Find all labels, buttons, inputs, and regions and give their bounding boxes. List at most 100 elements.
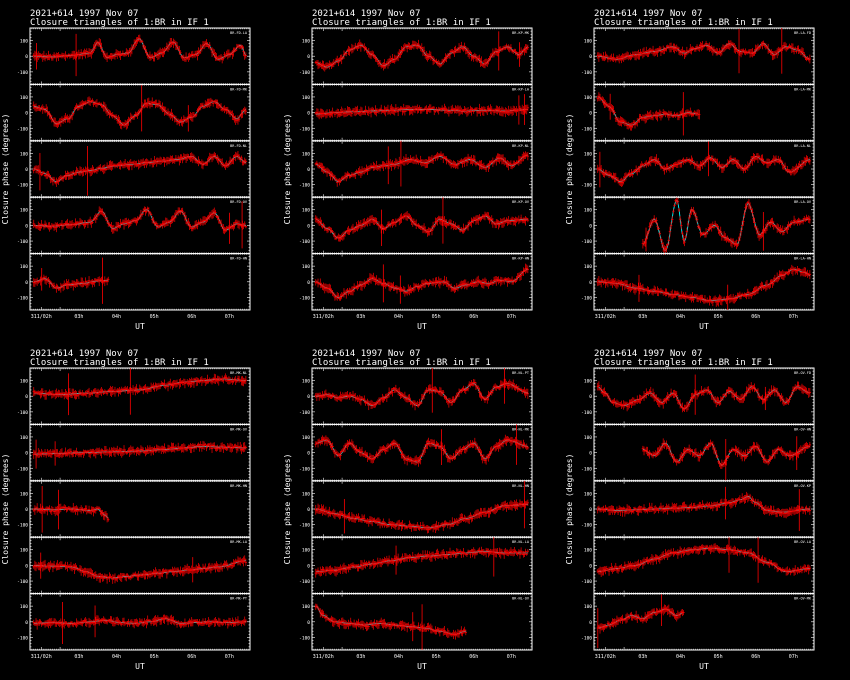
triangle-label: BR-LA-NL xyxy=(794,144,811,148)
data-points xyxy=(596,141,812,188)
y-tick-label: 100 xyxy=(584,435,592,441)
triangle-panel: -100 0 100 BR-LA-HN xyxy=(581,253,815,311)
data-points xyxy=(596,537,812,583)
data-points xyxy=(596,264,812,310)
y-tick-label: 0 xyxy=(25,394,28,400)
y-tick-label: 0 xyxy=(25,451,28,457)
y-axis-label: Closure phase (degrees) xyxy=(283,114,292,225)
triangle-panel: -100 0 100 BR-NL-LA xyxy=(299,536,533,595)
y-tick-label: 0 xyxy=(589,451,592,457)
triangle-label: BR-KP-LA xyxy=(512,87,530,91)
triangle-label: BR-FD-OV xyxy=(230,200,248,204)
data-points xyxy=(32,368,248,416)
y-tick-label: -100 xyxy=(17,126,28,132)
data-points xyxy=(314,368,530,413)
plot-header-source: 2021+614 1997 Nov 07 xyxy=(594,349,702,359)
x-axis-label: UT xyxy=(135,662,145,671)
model-curve xyxy=(642,199,810,252)
x-tick-label: 06h xyxy=(187,314,196,320)
data-points xyxy=(32,602,248,644)
data-points xyxy=(596,28,812,74)
y-axis-label: Closure phase (degrees) xyxy=(1,114,10,225)
triangle-label: BR-OV-FD xyxy=(794,371,811,375)
y-tick-label: -100 xyxy=(299,523,310,529)
x-tick-label: 311/02h xyxy=(595,654,616,660)
x-axis-label: UT xyxy=(417,662,427,671)
y-tick-label: -100 xyxy=(581,579,592,585)
panel-frame xyxy=(593,196,815,255)
y-tick-label: 100 xyxy=(302,435,310,441)
plot-header-title: Closure triangles of 1:BR in IF 1 xyxy=(594,18,773,28)
data-points xyxy=(314,197,530,247)
triangle-panel: -100 0 100 BR-NL-OV xyxy=(299,593,533,651)
y-tick-label: 100 xyxy=(584,491,592,497)
plot-header-source: 2021+614 1997 Nov 07 xyxy=(312,9,420,19)
x-tick-label: 05h xyxy=(150,314,159,320)
y-tick-label: 100 xyxy=(584,151,592,157)
data-points xyxy=(32,486,110,533)
x-tick-label: 05h xyxy=(432,314,441,320)
y-tick-label: -100 xyxy=(17,70,28,76)
y-tick-label: 100 xyxy=(584,604,592,610)
data-points xyxy=(314,480,530,534)
y-tick-label: -100 xyxy=(299,295,310,301)
y-tick-label: -100 xyxy=(17,523,28,529)
x-tick-label: 05h xyxy=(150,654,159,660)
y-tick-label: -100 xyxy=(17,183,28,189)
y-tick-label: 100 xyxy=(302,604,310,610)
triangle-panel: -100 0 100 BR-NL-MK xyxy=(299,423,533,482)
data-points xyxy=(314,140,530,187)
y-tick-label: -100 xyxy=(17,410,28,416)
triangle-label: BR-KP-NL xyxy=(512,144,529,148)
y-tick-label: -100 xyxy=(581,466,592,472)
x-tick-label: 04h xyxy=(394,314,403,320)
y-tick-label: 0 xyxy=(589,394,592,400)
data-points xyxy=(596,486,812,531)
triangle-label: BR-FD-HN xyxy=(230,257,247,261)
y-tick-label: 100 xyxy=(20,548,28,554)
data-points xyxy=(32,85,248,132)
triangle-label: BR-LA-OV xyxy=(794,200,812,204)
panel-frame xyxy=(311,423,533,482)
x-tick-label: 07h xyxy=(507,654,516,660)
triangle-label: BR-LA-FD xyxy=(794,31,811,35)
triangle-label: BR-NL-HN xyxy=(512,484,529,488)
x-tick-label: 06h xyxy=(751,654,760,660)
y-tick-label: 0 xyxy=(25,563,28,569)
triangle-label: BR-FD-MK xyxy=(230,87,248,91)
x-tick-label: 311/02h xyxy=(313,654,334,660)
y-tick-label: 100 xyxy=(302,151,310,157)
plot-header-source: 2021+614 1997 Nov 07 xyxy=(312,349,420,359)
data-points xyxy=(641,197,812,255)
y-tick-label: 100 xyxy=(20,95,28,101)
model-curve xyxy=(315,503,528,529)
x-tick-label: 311/02h xyxy=(31,654,52,660)
y-tick-label: 0 xyxy=(307,111,310,117)
y-tick-label: 0 xyxy=(307,507,310,513)
triangle-panel: -100 0 100 BR-LA-NL xyxy=(581,140,815,198)
y-tick-label: -100 xyxy=(299,410,310,416)
x-tick-label: 06h xyxy=(751,314,760,320)
panel-frame xyxy=(29,140,251,198)
y-tick-label: 0 xyxy=(589,54,592,60)
plot-header-title: Closure triangles of 1:BR in IF 1 xyxy=(594,358,773,368)
triangle-panel: -100 0 100 BR-KP-NL xyxy=(299,140,533,198)
y-tick-label: 0 xyxy=(25,280,28,286)
y-tick-label: -100 xyxy=(581,183,592,189)
y-axis-label: Closure phase (degrees) xyxy=(565,114,574,225)
data-points xyxy=(32,201,248,249)
triangle-panel: -100 0 100 BR-KP-OV xyxy=(299,196,533,255)
triangle-panel: -100 0 100 BR-MK-OV xyxy=(17,423,251,482)
plot-header-source: 2021+614 1997 Nov 07 xyxy=(594,9,702,19)
x-tick-label: 03h xyxy=(356,654,365,660)
triangle-label: BR-NL-PT xyxy=(512,371,530,375)
x-tick-label: 07h xyxy=(789,314,798,320)
x-tick-label: 311/02h xyxy=(313,314,334,320)
y-tick-label: 100 xyxy=(20,151,28,157)
y-tick-label: 100 xyxy=(302,491,310,497)
triangle-panel: -100 0 100 BR-KP-LA xyxy=(299,83,533,142)
